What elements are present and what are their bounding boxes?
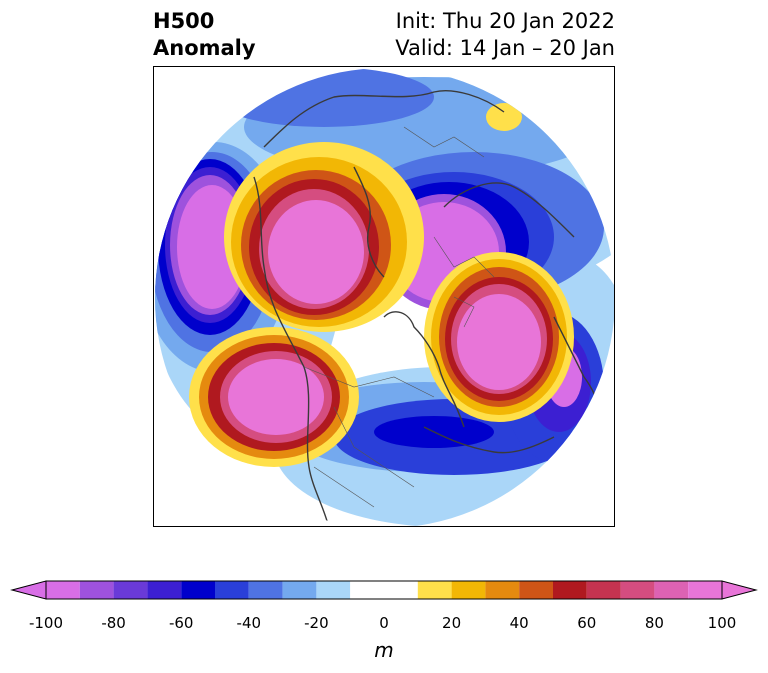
colorbar-tick-label: -100 (28, 614, 64, 632)
colorbar-tick-label: 20 (442, 614, 462, 632)
colorbar-tick-label: 80 (644, 614, 664, 632)
anomaly-contour-pos-gr6 (457, 294, 541, 390)
colorbar-swatch (282, 581, 317, 599)
colorbar-swatch (586, 581, 621, 599)
chart-dates: Init: Thu 20 Jan 2022 Valid: 14 Jan – 20… (395, 8, 615, 62)
colorbar-swatch (147, 581, 182, 599)
colorbar-swatch (215, 581, 249, 599)
colorbar-swatch (248, 581, 283, 599)
colorbar-tick-label: 40 (509, 614, 529, 632)
colorbar-swatch (519, 581, 553, 599)
colorbar-tick-label: 0 (379, 614, 389, 632)
colorbar-swatch (485, 581, 520, 599)
colorbar-swatch (451, 581, 486, 599)
colorbar-tick-label: 60 (577, 614, 597, 632)
colorbar-swatch (417, 581, 452, 599)
colorbar-swatch (553, 581, 587, 599)
colorbar-extend-min (10, 580, 47, 600)
colorbar-extend-max (721, 580, 758, 600)
colorbar-tick-label: 100 (707, 614, 737, 632)
colorbar-swatch (350, 581, 418, 599)
title-variable: H500 (153, 9, 215, 33)
political-borders (303, 126, 495, 508)
colorbar-swatch (181, 581, 215, 599)
map-panel (153, 66, 615, 527)
anomaly-contour-pos-top (486, 103, 522, 131)
chart-title: H500 Anomaly (153, 8, 256, 62)
colorbar-segments (46, 581, 722, 599)
init-date: Init: Thu 20 Jan 2022 (395, 9, 615, 33)
colorbar-swatch (316, 581, 351, 599)
colorbar-tick-label: -20 (304, 614, 329, 632)
colorbar-unit: m (374, 638, 394, 662)
colorbar-swatch (79, 581, 114, 599)
colorbar-swatch (46, 581, 80, 599)
colorbar-swatch (654, 581, 689, 599)
colorbar-tick-label: -60 (168, 614, 194, 632)
colorbar-outline (45, 580, 723, 600)
title-field: Anomaly (153, 36, 256, 60)
anomaly-contour-pos-ak6 (268, 200, 364, 304)
anomaly-map (155, 68, 614, 526)
colorbar-swatch (620, 581, 655, 599)
valid-range: Valid: 14 Jan – 20 Jan (395, 36, 615, 60)
colorbar (10, 580, 758, 600)
colorbar-tick-label: -40 (236, 614, 262, 632)
anomaly-contour-pos-sw5 (228, 359, 324, 435)
colorbar-swatch (113, 581, 148, 599)
colorbar-swatch (688, 581, 722, 599)
colorbar-tick-label: -80 (101, 614, 126, 632)
